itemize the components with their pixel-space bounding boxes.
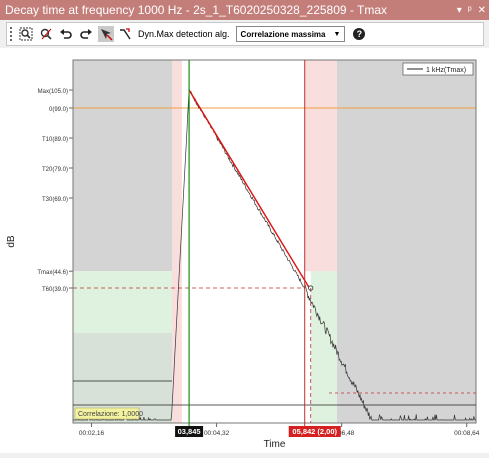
chevron-down-icon: ▼ xyxy=(333,30,341,38)
gray-region-right xyxy=(337,60,476,423)
legend-label: 1 kHz(Tmax) xyxy=(426,67,466,74)
toolbar: Dyn.Max detection alg. Correlazione mass… xyxy=(6,22,484,46)
end-cursor-label: 05,842 (2,00) xyxy=(292,427,337,436)
y-level-label: T10(89.0) xyxy=(42,137,68,143)
dyn-max-label: Dyn.Max detection alg. xyxy=(138,29,230,39)
pin-window-icon[interactable]: ᵖ xyxy=(467,4,472,16)
method-select-value: Correlazione massima xyxy=(240,29,326,39)
x-tick-label: 00:08,64 xyxy=(454,430,480,437)
cursor-tool-icon[interactable] xyxy=(98,26,114,42)
pink-region-end xyxy=(304,60,338,272)
y-level-label: Max(105.0) xyxy=(38,89,68,95)
zoom-reset-icon[interactable] xyxy=(38,26,54,42)
window-titlebar: Decay time at frequency 1000 Hz - 2s_1_T… xyxy=(0,0,489,20)
plot-frame xyxy=(72,59,477,424)
end-cursor-badge xyxy=(288,426,341,437)
window-title: Decay time at frequency 1000 Hz - 2s_1_T… xyxy=(5,3,388,17)
zoom-extents-icon[interactable] xyxy=(18,26,34,42)
x-axis-title: Time xyxy=(264,439,286,450)
x-tick-label: 00:06,48 xyxy=(329,430,355,437)
y-level-label: T30(69.0) xyxy=(42,197,68,203)
pink-region-start xyxy=(172,60,182,423)
x-tick-label: 00:04,32 xyxy=(204,430,230,437)
regression-line xyxy=(188,89,310,288)
dyn-max-icon[interactable] xyxy=(118,26,134,42)
help-icon[interactable]: ? xyxy=(353,28,366,40)
start-cursor-badge xyxy=(175,426,204,437)
undo-icon[interactable] xyxy=(58,26,74,42)
y-level-label: 0(99.0) xyxy=(49,107,68,113)
toolbar-grip[interactable] xyxy=(10,27,16,41)
decay-chart[interactable]: Max(105.0) 0(99.0) T10(89.0) T20(79.0) T30(6… xyxy=(0,48,489,453)
measured-decay-series xyxy=(73,89,476,421)
start-cursor-label: 03,845 xyxy=(178,427,201,436)
y-level-label: T20(79.0) xyxy=(42,167,68,173)
correlation-label: Correlazione: 1,0000 xyxy=(78,411,143,418)
method-select[interactable]: Correlazione massima ▼ xyxy=(235,26,346,42)
y-level-label: Tmax(44.6) xyxy=(37,270,68,276)
x-tick-label: 00:02,16 xyxy=(79,430,105,437)
redo-icon[interactable] xyxy=(78,26,94,42)
t60-marker xyxy=(308,285,314,291)
y-axis-title: dB xyxy=(6,235,17,248)
y-level-label: T60(39.0) xyxy=(42,287,68,293)
legend-box xyxy=(402,62,474,76)
dropdown-window-icon[interactable]: ▾ xyxy=(456,4,462,16)
plot-area[interactable]: Max(105.0) 0(99.0) T10(89.0) T20(79.0) T30(6… xyxy=(0,48,489,453)
close-window-icon[interactable]: ✕ xyxy=(477,4,486,16)
correlation-badge xyxy=(74,407,140,420)
gray-region-left-top xyxy=(73,60,173,272)
